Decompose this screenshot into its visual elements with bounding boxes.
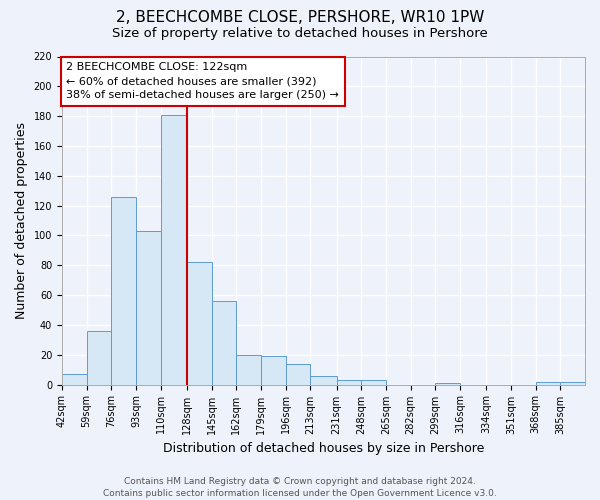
Bar — [261, 356, 286, 384]
Bar — [236, 354, 261, 384]
Text: 2, BEECHCOMBE CLOSE, PERSHORE, WR10 1PW: 2, BEECHCOMBE CLOSE, PERSHORE, WR10 1PW — [116, 10, 484, 25]
Bar — [536, 382, 560, 384]
Bar — [286, 364, 310, 384]
X-axis label: Distribution of detached houses by size in Pershore: Distribution of detached houses by size … — [163, 442, 484, 455]
Bar — [212, 301, 236, 384]
Bar — [560, 382, 585, 384]
Text: 2 BEECHCOMBE CLOSE: 122sqm
← 60% of detached houses are smaller (392)
38% of sem: 2 BEECHCOMBE CLOSE: 122sqm ← 60% of deta… — [66, 62, 339, 100]
Bar — [187, 262, 212, 384]
Bar — [161, 114, 187, 384]
Bar — [436, 383, 460, 384]
Bar — [62, 374, 86, 384]
Bar — [86, 331, 112, 384]
Bar — [112, 196, 136, 384]
Text: Contains HM Land Registry data © Crown copyright and database right 2024.
Contai: Contains HM Land Registry data © Crown c… — [103, 476, 497, 498]
Bar — [136, 231, 161, 384]
Y-axis label: Number of detached properties: Number of detached properties — [15, 122, 28, 319]
Bar — [361, 380, 386, 384]
Bar — [337, 380, 361, 384]
Bar — [310, 376, 337, 384]
Text: Size of property relative to detached houses in Pershore: Size of property relative to detached ho… — [112, 28, 488, 40]
